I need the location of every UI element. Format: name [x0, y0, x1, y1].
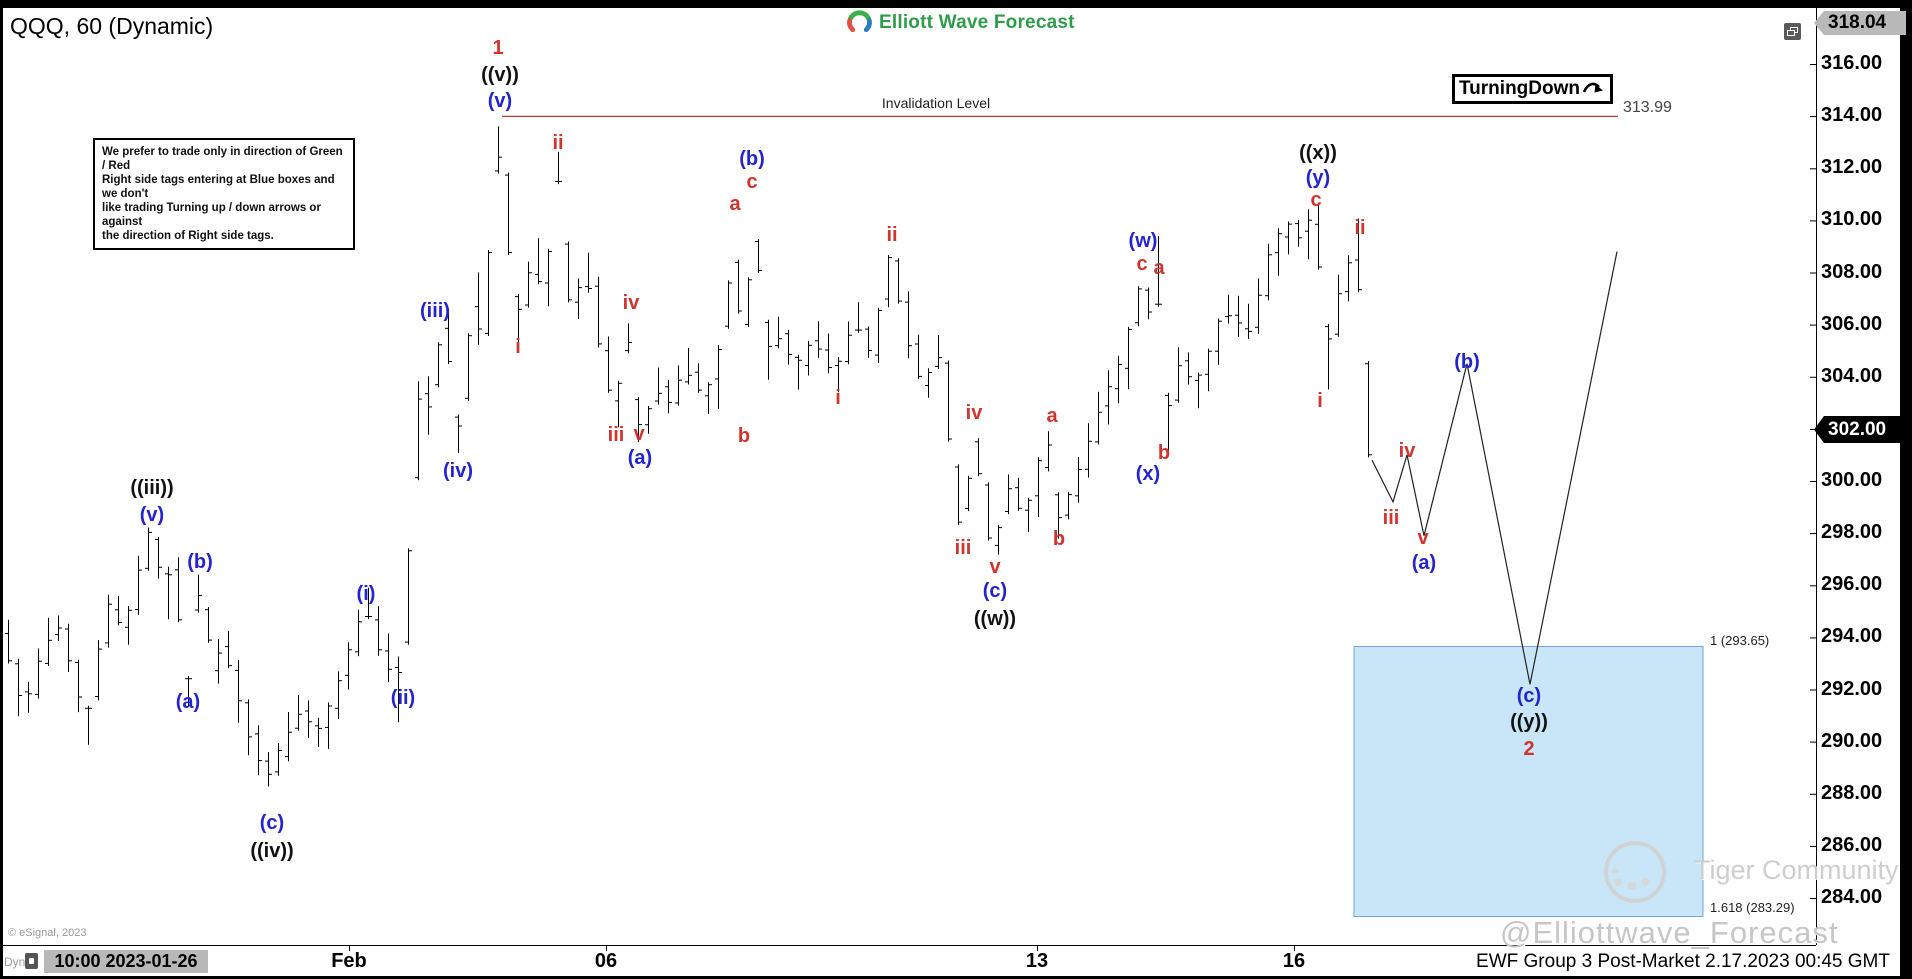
tiger-community-watermark: Tiger Community — [1694, 855, 1899, 885]
wave-label: a — [1153, 257, 1165, 279]
wave-label: b — [738, 425, 750, 447]
turning-down-label: TurningDown — [1458, 78, 1580, 99]
elliott-wave-logo-icon — [847, 10, 872, 33]
last-price-tag: 318.04 — [1814, 11, 1906, 35]
wave-label: iii — [955, 537, 972, 559]
footer-session-label: EWF Group 3 Post-Market 2.17.2023 00:45 … — [1476, 951, 1890, 972]
wave-label: (w) — [1129, 230, 1158, 252]
wave-label: (a) — [176, 691, 200, 713]
wave-label: ii — [1354, 217, 1365, 239]
y-axis-label: 304.00 — [1821, 364, 1883, 387]
x-axis-label: 13 — [1025, 950, 1049, 972]
wave-label: (c) — [983, 580, 1007, 602]
lock-icon — [25, 953, 38, 969]
y-axis-label: 316.00 — [1821, 52, 1883, 74]
bluebox-bottom-fib-label: 1.618 (283.29) — [1710, 900, 1795, 915]
wave-label: (a) — [1412, 552, 1436, 574]
y-axis-label: 296.00 — [1821, 573, 1883, 596]
wave-label: i — [515, 336, 521, 358]
y-axis-label: 308.00 — [1821, 260, 1883, 283]
cursor-time-tag: 10:00 2023-01-26 — [44, 950, 208, 973]
wave-label: iv — [623, 292, 641, 314]
wave-label: v — [633, 423, 645, 445]
wave-label: (a) — [628, 447, 652, 469]
wave-label: ii — [886, 224, 897, 246]
wave-label: ((v)) — [481, 64, 519, 86]
y-axis-label: 292.00 — [1821, 677, 1883, 700]
wave-label: v — [989, 556, 1001, 578]
y-axis-label: 284.00 — [1821, 886, 1883, 908]
current-price-tag: 302.00 — [1814, 416, 1908, 443]
wave-label: 2 — [1523, 738, 1534, 760]
wave-label: (b) — [187, 551, 213, 573]
wave-label: (y) — [1306, 167, 1330, 189]
trading-note-box: We prefer to trade only in direction of … — [93, 138, 355, 250]
invalidation-price-label: 313.99 — [1623, 99, 1672, 116]
bluebox-top-fib-label: 1 (293.65) — [1710, 633, 1770, 648]
tiger-community-logo-icon — [1604, 841, 1666, 903]
brand-logo-text: Elliott Wave Forecast — [879, 11, 1075, 33]
elliottwave-handle-watermark: @Elliottwave_Forecast — [1500, 915, 1839, 950]
x-axis-label: Feb — [331, 950, 367, 972]
wave-label: ((w)) — [974, 608, 1016, 630]
wave-label: iv — [1399, 440, 1417, 462]
y-axis-label: 286.00 — [1821, 833, 1883, 856]
wave-label: v — [1417, 527, 1429, 549]
y-axis-label: 306.00 — [1821, 312, 1883, 335]
wave-label: c — [746, 171, 757, 193]
wave-label: a — [1046, 405, 1058, 427]
y-axis-label: 298.00 — [1821, 521, 1883, 544]
wave-label: (b) — [1454, 351, 1480, 373]
esignal-copyright: © eSignal, 2023 — [8, 927, 87, 939]
y-axis-label: 312.00 — [1821, 156, 1883, 179]
y-axis-label: 294.00 — [1821, 625, 1883, 648]
invalidation-level-label: Invalidation Level — [881, 95, 991, 111]
wave-label: (x) — [1136, 463, 1160, 485]
brand-logo: Elliott Wave Forecast — [846, 9, 1075, 36]
wave-label: (c) — [1517, 685, 1541, 707]
wave-label: i — [1317, 390, 1323, 412]
wave-label: 1 — [492, 37, 503, 59]
y-axis-label: 314.00 — [1821, 104, 1883, 127]
chart-title: QQQ, 60 (Dynamic) — [10, 13, 214, 39]
wave-label: (v) — [140, 504, 164, 526]
wave-label: ((iii)) — [130, 477, 173, 499]
x-axis-label: 16 — [1282, 950, 1306, 972]
forecast-projection-line — [1371, 251, 1618, 685]
wave-label: ((y)) — [1510, 711, 1548, 733]
wave-label: (c) — [260, 812, 284, 834]
wave-label: i — [835, 387, 841, 409]
wave-label: ii — [552, 132, 563, 154]
wave-label: b — [1158, 442, 1170, 464]
wave-label: ((x)) — [1299, 142, 1337, 164]
wave-label: iii — [1383, 507, 1400, 529]
wave-label: c — [1310, 189, 1321, 211]
y-axis-label: 310.00 — [1821, 208, 1883, 231]
blue-box-target-zone — [1353, 646, 1704, 917]
wave-label: iii — [608, 424, 625, 446]
wave-label: c — [1136, 253, 1147, 275]
turn-down-arrow-icon — [1582, 82, 1603, 93]
y-axis-label: 288.00 — [1821, 781, 1883, 804]
x-axis-label: 06 — [594, 950, 618, 972]
wave-label: iv — [966, 402, 984, 424]
wave-label: (b) — [739, 148, 765, 170]
wave-label: (i) — [357, 583, 376, 605]
wave-label: (iii) — [420, 300, 450, 322]
wave-label: b — [1053, 528, 1065, 550]
wave-label: (v) — [488, 90, 512, 112]
wave-label: (iv) — [443, 460, 473, 482]
wave-label: (ii) — [391, 687, 415, 709]
dyn-mode-label: Dyn — [4, 955, 26, 969]
y-axis-label: 290.00 — [1821, 729, 1883, 752]
y-axis-label: 300.00 — [1821, 469, 1883, 491]
restore-window-icon[interactable] — [1784, 23, 1801, 40]
turning-down-badge: TurningDown — [1452, 74, 1613, 104]
wave-label: a — [729, 193, 741, 215]
wave-label: ((iv)) — [250, 840, 293, 862]
